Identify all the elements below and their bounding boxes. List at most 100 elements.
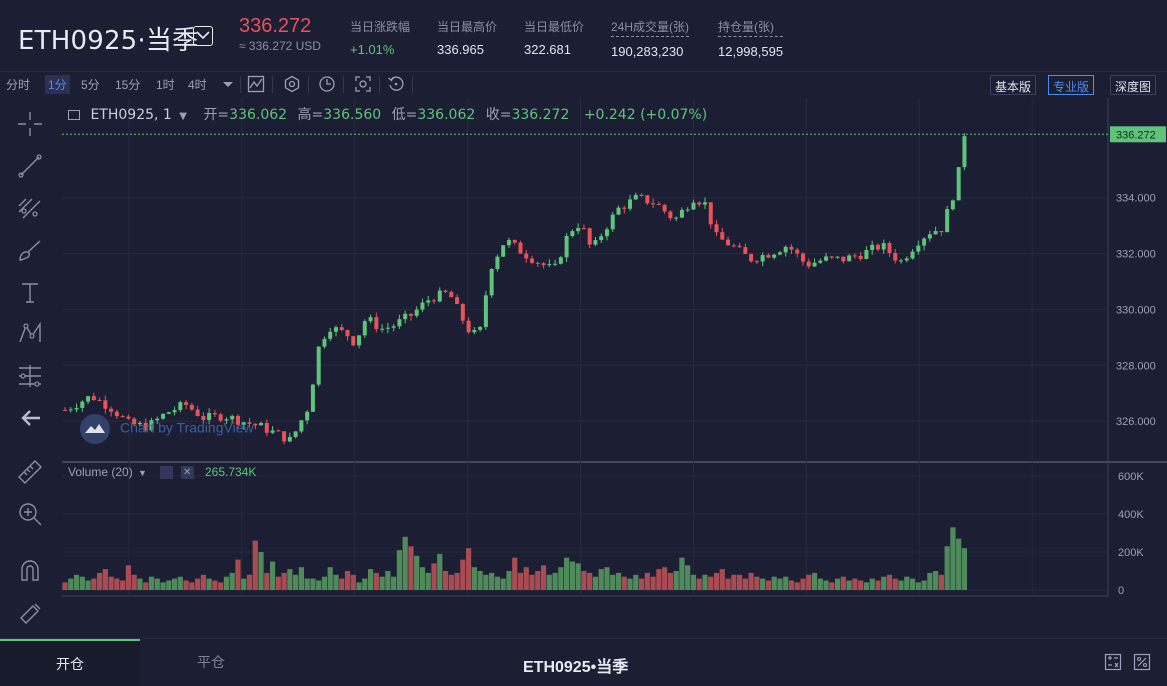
last-price-tag bbox=[1110, 126, 1166, 143]
price-tick-label: 334.000 bbox=[1116, 193, 1156, 205]
depth-chart-button[interactable]: 深度图 bbox=[1110, 75, 1157, 95]
stat-open-interest: 持仓量(张) 12,998,595 bbox=[718, 18, 784, 59]
volume-bar bbox=[685, 565, 691, 590]
candle-body bbox=[679, 209, 684, 218]
chevron-down-icon[interactable] bbox=[193, 26, 213, 46]
calculator-icon[interactable] bbox=[1104, 653, 1122, 671]
volume-bar bbox=[287, 569, 293, 590]
volume-bar bbox=[327, 567, 333, 590]
prediction-icon[interactable] bbox=[16, 362, 44, 390]
tab-close-position[interactable]: 平仓 bbox=[141, 639, 281, 686]
candle-body bbox=[651, 203, 656, 205]
text-tool-icon[interactable] bbox=[16, 278, 44, 306]
volume-bar bbox=[62, 582, 68, 590]
pattern-icon[interactable] bbox=[16, 320, 44, 348]
clock-icon[interactable] bbox=[318, 75, 336, 93]
candle-body bbox=[137, 422, 142, 425]
timeframe-1m[interactable]: 1分 bbox=[45, 75, 70, 94]
candle-body bbox=[956, 167, 961, 201]
fib-tool-icon[interactable] bbox=[16, 194, 44, 222]
stat-value: 322.681 bbox=[524, 42, 571, 57]
candle-body bbox=[264, 422, 269, 433]
candle-body bbox=[541, 263, 546, 266]
screenshot-icon[interactable] bbox=[354, 75, 372, 93]
candle-body bbox=[74, 407, 79, 410]
reset-icon[interactable] bbox=[387, 75, 405, 93]
chart-type-icon[interactable] bbox=[247, 75, 265, 93]
candle-body bbox=[801, 253, 806, 262]
close-icon[interactable]: ✕ bbox=[180, 466, 194, 480]
candle-body bbox=[120, 416, 125, 418]
volume-bar bbox=[858, 580, 864, 590]
candlestick-chart[interactable]: 326.000 328.000 330.000 332.000 334.000 600K 4… bbox=[62, 98, 1167, 598]
candle-body bbox=[126, 416, 131, 419]
timeframe-4h[interactable]: 4时 bbox=[188, 78, 207, 92]
zoom-in-icon[interactable] bbox=[16, 500, 44, 528]
stat-label: 当日最高价 bbox=[437, 20, 498, 34]
volume-bar bbox=[235, 559, 241, 590]
price-pane[interactable] bbox=[62, 98, 1108, 461]
timeframe-1h[interactable]: 1时 bbox=[156, 78, 175, 92]
percent-icon[interactable] bbox=[1133, 653, 1151, 671]
caret-down-icon[interactable]: ▼ bbox=[138, 468, 147, 478]
stat-label[interactable]: 持仓量(张) bbox=[718, 18, 784, 37]
volume-bar bbox=[690, 574, 697, 590]
volume-bar bbox=[454, 572, 460, 590]
settings-icon[interactable] bbox=[160, 466, 174, 480]
candle-body bbox=[339, 327, 344, 330]
candle-body bbox=[962, 136, 967, 168]
candle-body bbox=[749, 253, 754, 262]
candle-body bbox=[818, 260, 823, 263]
lock-drawing-icon[interactable] bbox=[16, 598, 44, 626]
volume-bar bbox=[195, 578, 201, 590]
caret-down-icon[interactable] bbox=[219, 75, 237, 93]
volume-bar bbox=[771, 576, 777, 590]
timeframe-tick[interactable]: 分时 bbox=[6, 78, 31, 92]
stat-label: 当日最低价 bbox=[524, 20, 585, 34]
volume-bar bbox=[264, 572, 270, 590]
basic-mode-button[interactable]: 基本版 bbox=[990, 75, 1037, 95]
volume-bar bbox=[719, 569, 725, 590]
volume-bar bbox=[85, 580, 91, 590]
volume-bar bbox=[731, 574, 737, 590]
volume-bar bbox=[91, 578, 97, 590]
watermark-text: Chart by TradingView bbox=[120, 419, 254, 436]
stat-label[interactable]: 24H成交量(张) bbox=[611, 18, 690, 37]
indicators-icon[interactable] bbox=[283, 75, 301, 93]
candle-body bbox=[155, 418, 160, 421]
candle-body bbox=[426, 300, 431, 303]
trend-line-icon[interactable] bbox=[16, 152, 44, 180]
magnet-icon[interactable] bbox=[16, 556, 44, 584]
tradingview-watermark[interactable]: Chart by TradingView bbox=[80, 414, 254, 444]
list-icon[interactable] bbox=[68, 110, 80, 120]
volume-bar bbox=[961, 548, 968, 590]
volume-bar bbox=[73, 574, 80, 590]
volume-label[interactable]: Volume (20) bbox=[68, 465, 133, 479]
timeframe-5m[interactable]: 5分 bbox=[81, 78, 100, 92]
ruler-icon[interactable] bbox=[16, 458, 44, 486]
volume-bar bbox=[806, 574, 812, 590]
brush-icon[interactable] bbox=[16, 236, 44, 264]
volume-bar bbox=[644, 572, 650, 590]
timeframe-15m[interactable]: 15分 bbox=[115, 78, 141, 92]
volume-bar bbox=[148, 576, 155, 590]
stat-change: 当日涨跌幅 +1.01% bbox=[350, 18, 410, 57]
volume-bar bbox=[869, 578, 875, 590]
volume-tick-label: 0 bbox=[1118, 585, 1124, 597]
volume-bar bbox=[362, 578, 368, 590]
toolbar-divider bbox=[343, 76, 344, 93]
candle-body bbox=[668, 211, 673, 219]
symbol-title[interactable]: ETH0925·当季 bbox=[18, 26, 199, 56]
candle-body bbox=[385, 327, 390, 329]
candle-body bbox=[754, 261, 759, 263]
volume-bar bbox=[114, 578, 120, 590]
caret-down-icon[interactable]: ▼ bbox=[179, 111, 187, 122]
crosshair-icon[interactable] bbox=[16, 110, 44, 138]
candle-body bbox=[720, 232, 725, 240]
tab-open-position[interactable]: 开仓 bbox=[0, 639, 140, 686]
back-arrow-icon[interactable] bbox=[16, 404, 44, 432]
legend-symbol[interactable]: ETH0925, 1 bbox=[90, 107, 172, 123]
pro-mode-button[interactable]: 专业版 bbox=[1048, 75, 1095, 95]
volume-bar bbox=[212, 580, 218, 590]
candle-body bbox=[432, 300, 437, 302]
